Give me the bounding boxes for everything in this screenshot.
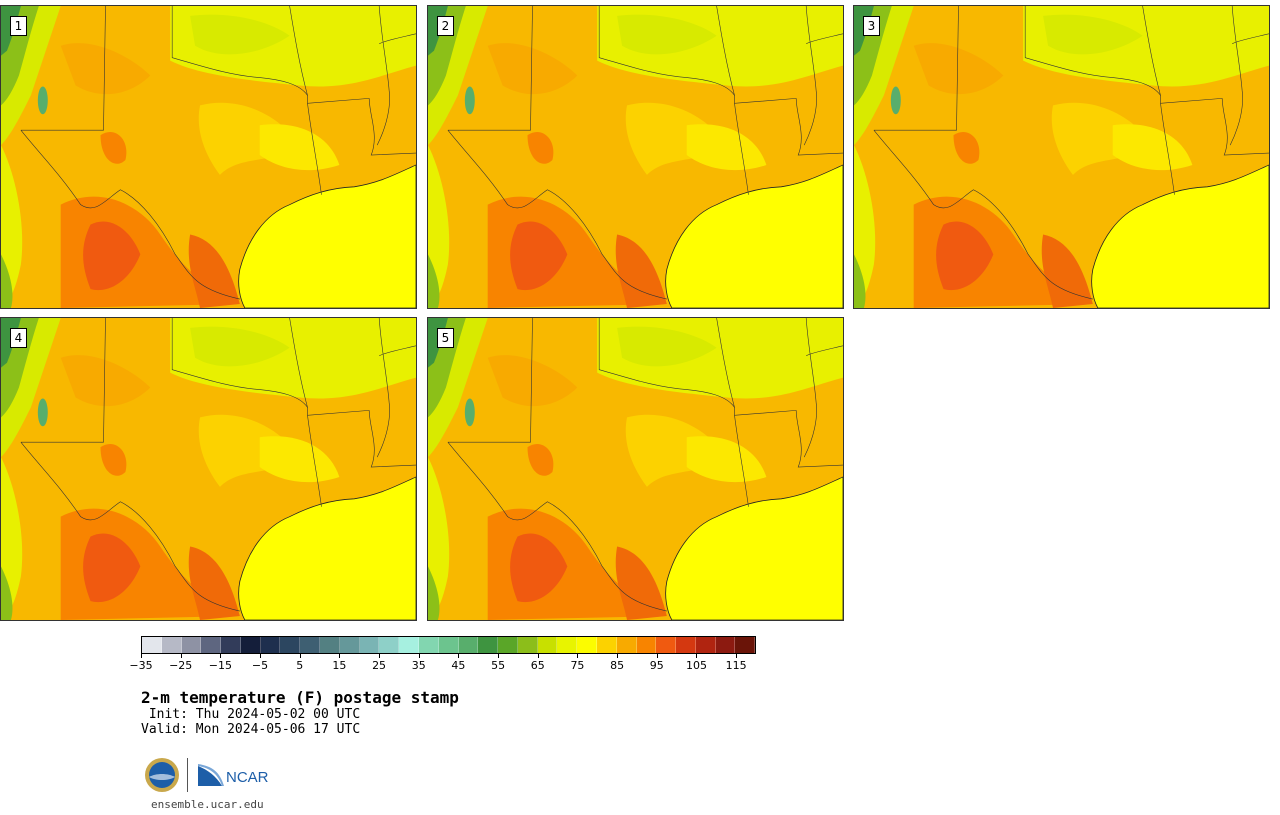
colorbar-segment xyxy=(379,637,400,653)
colorbar-tick-mark xyxy=(736,654,738,658)
logos: nsf-logo NCAR xyxy=(144,756,274,796)
website-url: ensemble.ucar.edu xyxy=(151,798,264,811)
member-number-label: 4 xyxy=(10,328,27,348)
init-time: Init: Thu 2024-05-02 00 UTC xyxy=(141,707,361,722)
colorbar-tick-label: −15 xyxy=(208,659,232,672)
colorbar-tick-mark xyxy=(220,654,222,658)
colorbar-tick-mark xyxy=(458,654,460,658)
colorbar-tick-mark xyxy=(577,654,579,658)
colorbar-segment xyxy=(339,637,360,653)
colorbar-tick-mark xyxy=(537,654,539,658)
colorbar-segment xyxy=(201,637,222,653)
colorbar-tick-mark xyxy=(617,654,619,658)
colorbar-tick-mark xyxy=(418,654,420,658)
colorbar-segment xyxy=(636,637,657,653)
colorbar-tick-label: 115 xyxy=(725,659,747,672)
colorbar-tick-label: 85 xyxy=(610,659,625,672)
logo-divider xyxy=(187,758,188,792)
colorbar-tick-mark xyxy=(656,654,658,658)
ensemble-member-map-2: 2 xyxy=(427,5,844,309)
colorbar-segment xyxy=(616,637,637,653)
colorbar-tick-mark xyxy=(339,654,341,658)
colorbar-segment xyxy=(418,637,439,653)
colorbar-tick-label: 35 xyxy=(411,659,426,672)
colorbar-tick-label: 45 xyxy=(451,659,466,672)
colorbar-segment xyxy=(142,637,162,653)
colorbar-segment xyxy=(715,637,736,653)
temperature-colorbar xyxy=(141,636,756,654)
ncar-logo-text: NCAR xyxy=(226,769,269,786)
temperature-map xyxy=(854,6,1269,308)
colorbar-tick-mark xyxy=(498,654,500,658)
colorbar-segment xyxy=(181,637,202,653)
colorbar-segment xyxy=(161,637,182,653)
colorbar-tick-mark xyxy=(696,654,698,658)
colorbar-segment xyxy=(577,637,597,653)
ensemble-member-map-5: 5 xyxy=(427,317,844,621)
colorbar-tick-label: 5 xyxy=(296,659,304,672)
member-number-label: 5 xyxy=(437,328,454,348)
colorbar-segment xyxy=(656,637,677,653)
colorbar-segment xyxy=(478,637,499,653)
colorbar-segment xyxy=(498,637,518,653)
ensemble-member-map-4: 4 xyxy=(0,317,417,621)
member-number-label: 2 xyxy=(437,16,454,36)
colorbar-tick-label: −35 xyxy=(129,659,153,672)
colorbar-segment xyxy=(438,637,459,653)
colorbar-segment xyxy=(300,637,321,653)
temperature-map xyxy=(428,318,843,620)
member-number-label: 1 xyxy=(10,16,27,36)
colorbar-segment xyxy=(537,637,558,653)
colorbar-segment xyxy=(517,637,538,653)
colorbar-tick-label: 75 xyxy=(570,659,585,672)
ensemble-member-map-1: 1 xyxy=(0,5,417,309)
colorbar-segment xyxy=(240,637,261,653)
colorbar-segment xyxy=(596,637,617,653)
colorbar-segment xyxy=(735,637,756,653)
colorbar-tick-label: 25 xyxy=(372,659,387,672)
colorbar-tick-label: 65 xyxy=(530,659,545,672)
temperature-map xyxy=(428,6,843,308)
colorbar-segment xyxy=(260,637,281,653)
valid-time: Valid: Mon 2024-05-06 17 UTC xyxy=(141,722,361,737)
member-number-label: 3 xyxy=(863,16,880,36)
colorbar-tick-label: 95 xyxy=(649,659,664,672)
colorbar-segment xyxy=(280,637,301,653)
colorbar-segment xyxy=(458,637,479,653)
colorbar-segment xyxy=(676,637,696,653)
colorbar-tick-label: −25 xyxy=(169,659,193,672)
ncar-logo-icon: NCAR xyxy=(198,764,269,786)
temperature-map xyxy=(1,6,416,308)
ensemble-member-map-3: 3 xyxy=(853,5,1270,309)
colorbar-ticks: −35 −25 −15 −5 5 15 25 35 45 55 65 75 85 95 105 115 xyxy=(129,654,756,674)
colorbar-segment xyxy=(557,637,578,653)
colorbar-tick-label: −5 xyxy=(251,659,269,672)
colorbar-tick-mark xyxy=(141,654,142,658)
colorbar-segment xyxy=(695,637,716,653)
colorbar-tick-mark xyxy=(180,654,182,658)
colorbar-segment xyxy=(221,637,241,653)
colorbar-tick-label: 15 xyxy=(332,659,347,672)
colorbar-tick-mark xyxy=(260,654,262,658)
nsf-logo-icon: nsf-logo xyxy=(145,758,179,792)
colorbar-tick-mark xyxy=(299,654,301,658)
colorbar-tick-mark xyxy=(379,654,381,658)
colorbar-tick-label: 55 xyxy=(491,659,506,672)
colorbar-segment xyxy=(320,637,340,653)
colorbar-segment xyxy=(359,637,380,653)
temperature-map xyxy=(1,318,416,620)
plot-title: 2-m temperature (F) postage stamp xyxy=(141,688,459,707)
colorbar-tick-label: 105 xyxy=(685,659,707,672)
colorbar-segment xyxy=(399,637,419,653)
